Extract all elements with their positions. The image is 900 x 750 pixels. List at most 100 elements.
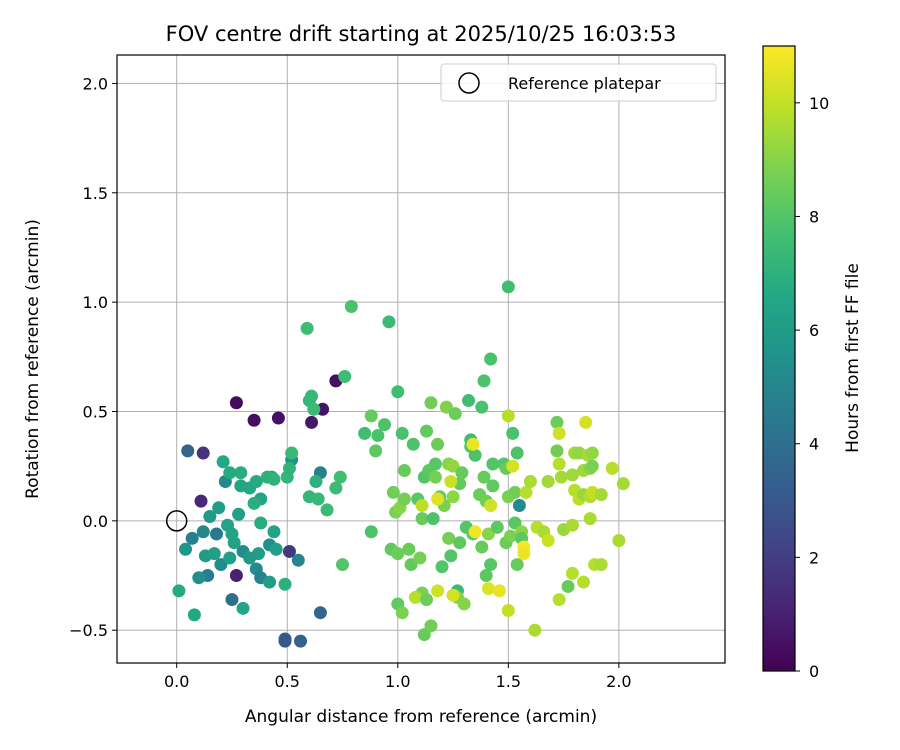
data-point <box>517 547 531 561</box>
data-point <box>612 534 626 548</box>
chart-title: FOV centre drift starting at 2025/10/25 … <box>166 22 677 46</box>
data-point <box>583 512 597 526</box>
data-point <box>468 448 482 462</box>
colorbar-tick-label: 10 <box>809 94 829 113</box>
colorbar-tick-label: 2 <box>809 548 819 567</box>
data-point <box>468 525 482 539</box>
y-tick-label: 0.0 <box>83 512 108 531</box>
x-tick-label: 0.0 <box>164 672 189 691</box>
data-point <box>428 457 442 471</box>
data-point <box>364 525 378 539</box>
data-point <box>475 540 489 554</box>
data-point <box>594 558 608 572</box>
data-point <box>484 499 498 513</box>
data-point <box>466 437 480 451</box>
data-point <box>209 527 223 541</box>
data-point <box>179 542 193 556</box>
data-point <box>203 509 217 523</box>
data-point <box>565 468 579 482</box>
legend-box <box>440 63 717 102</box>
data-point <box>247 496 261 510</box>
data-point <box>561 579 575 593</box>
plot-frame <box>116 54 726 664</box>
data-point <box>501 280 515 294</box>
data-point <box>446 588 460 602</box>
data-point <box>486 479 500 493</box>
data-point <box>442 531 456 545</box>
data-point <box>320 503 334 517</box>
data-point <box>207 547 221 561</box>
data-point <box>579 415 593 429</box>
data-point <box>267 525 281 539</box>
data-point <box>294 634 308 648</box>
data-point <box>397 464 411 478</box>
data-point <box>444 549 458 563</box>
data-point <box>439 400 453 414</box>
data-point <box>448 407 462 421</box>
data-point <box>172 584 186 598</box>
data-point <box>415 512 429 526</box>
data-point <box>506 426 520 440</box>
data-point <box>486 457 500 471</box>
x-axis-ticks: 0.0 0.5 1.0 1.5 2.0 <box>164 663 632 691</box>
data-point <box>395 606 409 620</box>
data-point <box>484 352 498 366</box>
y-tick-label: 2.0 <box>83 74 108 93</box>
data-point <box>413 551 427 565</box>
data-point <box>523 474 537 488</box>
data-point <box>229 569 243 583</box>
data-point <box>550 444 564 458</box>
data-point <box>501 604 515 618</box>
data-point <box>291 553 305 567</box>
data-point <box>415 499 429 513</box>
data-point <box>309 474 323 488</box>
data-point <box>431 584 445 598</box>
y-tick-label: 0.5 <box>83 402 108 421</box>
data-point <box>406 437 420 451</box>
data-point <box>329 481 343 495</box>
data-point <box>397 492 411 506</box>
colorbar-label: Hours from first FF file <box>843 263 863 453</box>
data-point <box>528 623 542 637</box>
data-point <box>550 415 564 429</box>
data-point <box>444 474 458 488</box>
data-point <box>336 558 350 572</box>
data-point <box>234 466 248 480</box>
data-point <box>395 426 409 440</box>
x-axis-label: Angular distance from reference (arcmin) <box>245 707 597 727</box>
y-axis-label: Rotation from reference (arcmin) <box>23 219 43 499</box>
data-point <box>490 520 504 534</box>
data-point <box>552 426 566 440</box>
data-point <box>185 531 199 545</box>
y-tick-label: 1.0 <box>83 293 108 312</box>
data-point <box>364 409 378 423</box>
data-point <box>285 446 299 460</box>
data-point <box>212 501 226 515</box>
data-point <box>181 444 195 458</box>
data-point <box>479 569 493 583</box>
data-point <box>404 558 418 572</box>
data-point <box>338 369 352 383</box>
data-point <box>541 474 555 488</box>
data-point <box>391 547 405 561</box>
data-point <box>333 470 347 484</box>
data-point <box>420 424 434 438</box>
colorbar: 0 2 4 6 8 10 Hours from first FF file <box>762 45 863 681</box>
data-point <box>305 415 319 429</box>
data-point <box>481 582 495 596</box>
data-point <box>519 485 533 499</box>
data-point <box>187 608 201 622</box>
y-tick-label: 1.5 <box>83 184 108 203</box>
data-point <box>510 558 524 572</box>
data-point <box>358 426 372 440</box>
data-point <box>431 437 445 451</box>
data-point <box>475 400 489 414</box>
data-point <box>227 536 241 550</box>
data-point <box>214 558 228 572</box>
data-point <box>565 518 579 532</box>
colorbar-tick-label: 0 <box>809 662 819 681</box>
data-point <box>453 536 467 550</box>
legend-marker-icon <box>458 72 480 94</box>
data-point <box>300 321 314 335</box>
data-point <box>271 411 285 425</box>
